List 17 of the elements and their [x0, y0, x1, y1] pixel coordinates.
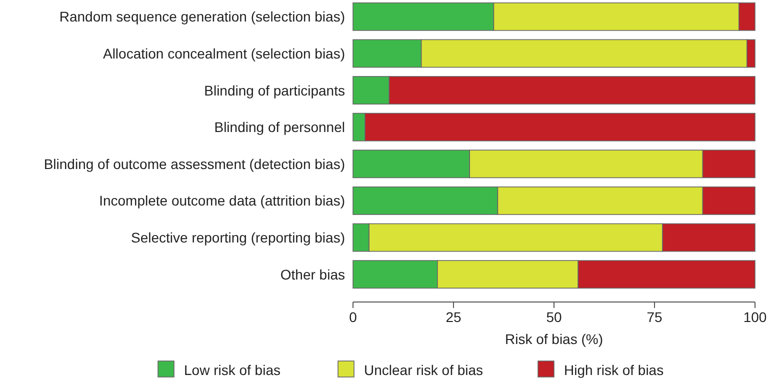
y-tick-label: Selective reporting (reporting bias): [131, 230, 345, 246]
x-tick-label: 75: [646, 309, 662, 325]
legend-label: High risk of bias: [564, 362, 664, 378]
y-tick-label: Random sequence generation (selection bias): [59, 8, 345, 25]
x-tick-label: 50: [546, 309, 562, 325]
y-tick-label: Incomplete outcome data (attrition bias): [99, 192, 345, 209]
y-tick-label: Blinding of outcome assessment (detection bias): [44, 156, 345, 172]
y-tick-label: Blinding of personnel: [214, 119, 345, 136]
legend-label: Unclear risk of bias: [364, 362, 484, 378]
x-axis-title: Risk of bias (%): [504, 331, 604, 347]
x-tick-label: 25: [446, 309, 462, 325]
x-tick-label: 0: [349, 309, 358, 325]
y-tick-label: Other bias: [280, 266, 345, 282]
legend-label: Low risk of bias: [184, 362, 280, 378]
y-tick-label: Allocation concealment (selection bias): [102, 45, 345, 62]
x-tick-label: 100: [743, 309, 767, 325]
y-tick-label: Blinding of participants: [204, 82, 345, 98]
